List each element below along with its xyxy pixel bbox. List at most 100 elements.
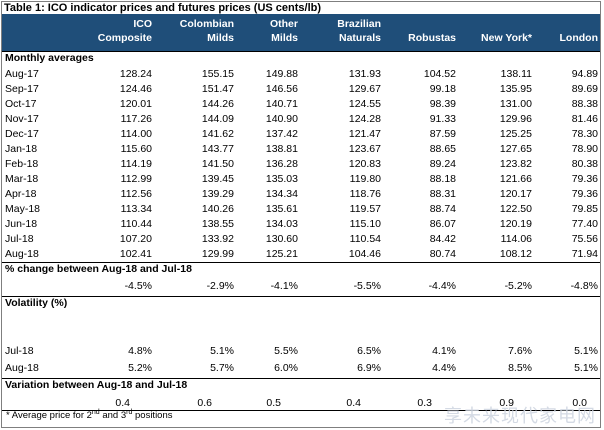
- table-cell: 88.65: [429, 143, 456, 155]
- table-cell: 4.4%: [432, 362, 456, 374]
- table-cell: 135.95: [499, 83, 532, 95]
- table-cell: 5.1%: [574, 345, 598, 357]
- table-cell: -4.8%: [570, 280, 598, 292]
- table-cell: 112.56: [120, 188, 152, 200]
- column-header-6-line2: New York*: [481, 32, 532, 44]
- table-cell: 120.01: [119, 98, 152, 110]
- column-header-3-line2: Milds: [271, 32, 298, 44]
- table-row: Mar-18 112.99 139.45 135.03 119.80 88.18 121.6…: [0, 172, 604, 187]
- table-cell: -2.9%: [206, 280, 234, 292]
- table-title: Table 1: ICO indicator prices and future…: [4, 2, 322, 14]
- row-label: Jun-18: [5, 218, 38, 230]
- volatility-row: Jul-18 4.8% 5.1% 5.5% 6.5% 4.1% 7.6% 5.1%: [0, 344, 604, 359]
- table-cell: -5.5%: [353, 280, 381, 292]
- table-cell: 117.26: [120, 113, 152, 125]
- table-cell: 6.5%: [357, 345, 381, 357]
- footnote-text-1: * Average price for 2: [6, 410, 92, 421]
- row-label: Jul-18: [5, 345, 34, 357]
- table-cell: 149.88: [265, 68, 298, 80]
- column-header-1-line1: ICO: [133, 18, 152, 30]
- table-cell: 88.38: [571, 98, 598, 110]
- table-cell: 151.47: [201, 83, 234, 95]
- table-row: Sep-17 124.46 151.47 146.56 129.67 99.18 135.9…: [0, 82, 604, 97]
- header-rule: [2, 51, 600, 52]
- table-cell: 140.90: [265, 113, 298, 125]
- table-cell: 120.19: [499, 218, 532, 230]
- table-cell: 144.09: [201, 113, 234, 125]
- table-cell: 0.0: [572, 397, 587, 409]
- table-cell: 78.90: [571, 143, 598, 155]
- table-row: Oct-17 120.01 144.26 140.71 124.55 98.39 131.0…: [0, 97, 604, 112]
- table-cell: 143.77: [201, 143, 234, 155]
- table-row: Aug-18 102.41 129.99 125.21 104.46 80.74 108.1…: [0, 247, 604, 262]
- table-cell: 134.03: [265, 218, 298, 230]
- table-cell: 134.34: [265, 188, 298, 200]
- table-cell: 89.24: [429, 158, 456, 170]
- table-row: Dec-17 114.00 141.62 137.42 121.47 87.59 125.2…: [0, 127, 604, 142]
- table-cell: 138.55: [201, 218, 234, 230]
- table-row: Feb-18 114.19 141.50 136.28 120.83 89.24 123.8…: [0, 157, 604, 172]
- table-cell: 5.7%: [210, 362, 234, 374]
- row-label: Jul-18: [5, 233, 34, 245]
- table-cell: 6.0%: [274, 362, 298, 374]
- table-cell: 114.06: [500, 233, 532, 245]
- table-cell: 88.18: [429, 173, 456, 185]
- table-cell: 131.93: [348, 68, 381, 80]
- table-cell: 140.26: [201, 203, 234, 215]
- table-cell: -4.4%: [428, 280, 456, 292]
- table-cell: 99.18: [429, 83, 456, 95]
- table-cell: 121.47: [348, 128, 381, 140]
- row-label: Sep-17: [5, 83, 39, 95]
- table-cell: 124.28: [348, 113, 381, 125]
- table-cell: -5.2%: [504, 280, 532, 292]
- row-label: Feb-18: [5, 158, 39, 170]
- row-label: May-18: [5, 203, 41, 215]
- table-cell: 112.99: [120, 173, 152, 185]
- table-row: Jun-18 110.44 138.55 134.03 115.10 86.07 120.1…: [0, 217, 604, 232]
- rule-after-monthly: [2, 262, 600, 263]
- pct-change-row: -4.5% -2.9% -4.1% -5.5% -4.4% -5.2% -4.8%: [0, 279, 604, 294]
- table-cell: 136.28: [265, 158, 298, 170]
- table-cell: 86.07: [429, 218, 456, 230]
- table-cell: 88.74: [429, 203, 456, 215]
- table-cell: 133.92: [201, 233, 234, 245]
- section-heading-volatility: Volatility (%): [5, 297, 68, 309]
- table-cell: 124.55: [348, 98, 381, 110]
- table-cell: 4.8%: [128, 345, 152, 357]
- table-cell: 0.5: [266, 397, 281, 409]
- table-cell: 5.1%: [574, 362, 598, 374]
- table-cell: 8.5%: [508, 362, 532, 374]
- table-cell: 119.80: [349, 173, 381, 185]
- table-cell: 98.39: [429, 98, 456, 110]
- table-cell: -4.5%: [124, 280, 152, 292]
- table-row: Aug-17 128.24 155.15 149.88 131.93 104.52 138.…: [0, 67, 604, 82]
- table-cell: 0.3: [417, 397, 432, 409]
- table-cell: 123.82: [499, 158, 532, 170]
- table-cell: 75.56: [571, 233, 598, 245]
- table-cell: 0.6: [197, 397, 212, 409]
- table-row: Jul-18 107.20 133.92 130.60 110.54 84.42 114.0…: [0, 232, 604, 247]
- row-label: Dec-17: [5, 128, 39, 140]
- table-cell: 137.42: [265, 128, 298, 140]
- row-label: Jan-18: [5, 143, 38, 155]
- table-cell: 5.2%: [128, 362, 152, 374]
- table-cell: 88.31: [429, 188, 456, 200]
- table-cell: 139.45: [201, 173, 234, 185]
- table-cell: 127.65: [499, 143, 532, 155]
- table-cell: 135.61: [265, 203, 298, 215]
- footnote-text-2: and 3: [99, 410, 127, 421]
- table-cell: 118.76: [349, 188, 381, 200]
- table-cell: 79.36: [571, 173, 598, 185]
- table-cell: 123.67: [348, 143, 381, 155]
- table-row: Nov-17 117.26 144.09 140.90 124.28 91.33 129.9…: [0, 112, 604, 127]
- table-cell: 80.38: [571, 158, 598, 170]
- table-cell: 139.29: [201, 188, 234, 200]
- table-cell: 6.9%: [357, 362, 381, 374]
- table-cell: 77.40: [571, 218, 598, 230]
- footnote-sup-1: nd: [91, 409, 100, 416]
- footnote-text-3: positions: [132, 410, 173, 421]
- column-header-band: [2, 14, 600, 51]
- table-cell: 81.46: [571, 113, 598, 125]
- column-header-4-line1: Brazilian: [337, 18, 381, 30]
